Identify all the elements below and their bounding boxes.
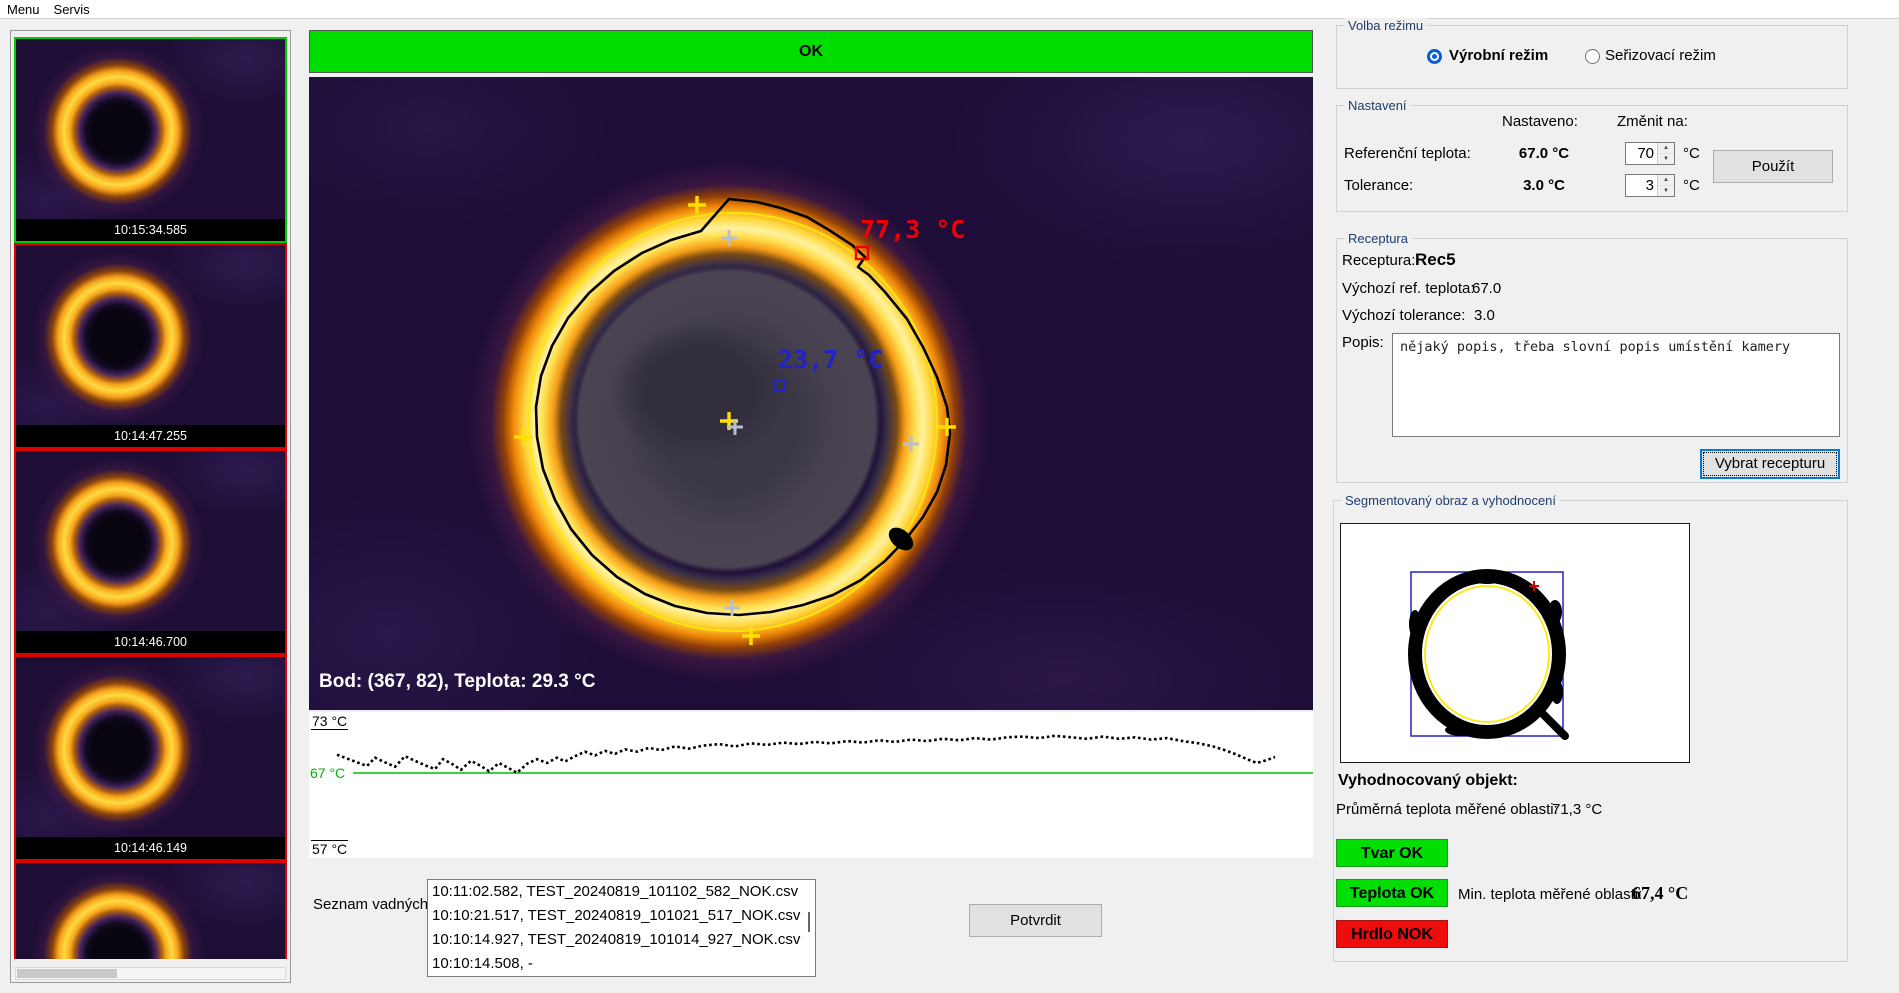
recipe-default-tol-label: Výchozí tolerance:: [1342, 307, 1465, 324]
thermal-thumbnail-image: [16, 451, 285, 631]
detected-contour: [536, 199, 950, 615]
select-recipe-button[interactable]: Vybrat recepturu: [1700, 449, 1840, 479]
recipe-group-title: Receptura: [1344, 231, 1412, 246]
result-banner: OK: [309, 30, 1313, 73]
ring-bump: [1469, 572, 1505, 584]
ref-temperature-spinner-value[interactable]: 70: [1626, 143, 1657, 164]
chart-tick-reference: 67 °C: [309, 765, 346, 781]
min-temperature-label: Min. teplota měřené oblasti:: [1458, 886, 1642, 903]
radio-setup-mode-label: Seřizovací režim: [1605, 47, 1716, 64]
mode-group-title: Volba režimu: [1344, 18, 1427, 33]
defect-list-item[interactable]: 10:11:02.582, TEST_20240819_101102_582_N…: [428, 880, 815, 904]
thermal-image-view[interactable]: 77,3 °C 23,7 °C Bod: (367, 82), Teplota:…: [309, 77, 1313, 710]
temperature-profile-chart: 73 °C 67 °C 57 °C: [309, 712, 1313, 858]
status-badge-tvar-ok: Tvar OK: [1336, 839, 1448, 867]
settings-change-header: Změnit na:: [1617, 113, 1688, 130]
thumbnail-item[interactable]: 10:14:47.255: [14, 243, 287, 449]
status-badge-teplota-ok: Teplota OK: [1336, 879, 1448, 907]
spinner-arrows[interactable]: ▲▼: [1657, 143, 1674, 164]
settings-group-title: Nastavení: [1344, 98, 1411, 113]
listbox-scrollbar-thumb[interactable]: [808, 912, 810, 932]
chart-tick-top: 73 °C: [311, 713, 348, 730]
thumbnail-item[interactable]: 10:14:46.149: [14, 655, 287, 861]
avg-temperature-label: Průměrná teplota měřené oblasti:: [1336, 801, 1558, 818]
menu-bar: Menu Servis: [0, 0, 1899, 19]
spinner-up-icon[interactable]: ▲: [1658, 175, 1674, 186]
thermal-thumbnail-image: [16, 863, 285, 959]
defect-list-item[interactable]: 10:10:14.927, TEST_20240819_101014_927_N…: [428, 928, 815, 952]
defect-list-label: Seznam vadných:: [313, 896, 432, 913]
ref-temperature-unit: °C: [1683, 145, 1700, 162]
ring-tail: [1541, 712, 1565, 736]
ref-temperature-spinner[interactable]: 70 ▲▼: [1625, 142, 1675, 165]
segmented-ring: [1415, 576, 1559, 732]
temperature-profile-line: [337, 736, 1275, 773]
cold-point-temperature: 23,7 °C: [778, 345, 883, 374]
status-badge-hrdlo-nok: Hrdlo NOK: [1336, 920, 1448, 948]
ring-bump: [1409, 610, 1421, 638]
thermal-thumbnail-image: [16, 657, 285, 837]
radio-setup-mode[interactable]: [1585, 49, 1600, 64]
thumbnail-timestamp: 10:14:46.149: [16, 837, 285, 859]
avg-temperature-value: 71,3 °C: [1552, 801, 1602, 818]
defect-list-item[interactable]: 10:10:21.517, TEST_20240819_101021_517_N…: [428, 904, 815, 928]
thermal-overlay-graphics: [309, 77, 1313, 710]
ref-temperature-current: 67.0 °C: [1505, 145, 1583, 162]
thumbnail-timestamp: 10:15:34.585: [16, 219, 285, 241]
fitted-ellipse-small: [1425, 586, 1549, 722]
cold-point-marker: [775, 381, 784, 390]
thermal-thumbnail-image: [16, 245, 285, 425]
radio-production-mode[interactable]: [1427, 49, 1442, 64]
thumbnail-list: 10:15:34.585 10:14:47.255 10:14:46.700 1…: [11, 31, 290, 959]
hot-point-temperature: 77,3 °C: [860, 215, 965, 244]
sidebar-horizontal-scrollbar[interactable]: [15, 967, 286, 980]
thermal-thumbnail-image: [16, 39, 285, 219]
menu-item-servis[interactable]: Servis: [47, 2, 97, 17]
chart-tick-bottom: 57 °C: [311, 840, 348, 857]
spinner-up-icon[interactable]: ▲: [1658, 143, 1674, 154]
recipe-name-label: Receptura:: [1342, 252, 1415, 269]
scrollbar-thumb[interactable]: [17, 969, 117, 978]
defect-list-item[interactable]: 10:10:14.090, -: [428, 976, 815, 977]
tolerance-label: Tolerance:: [1344, 177, 1413, 194]
min-temperature-value: 67,4 °C: [1632, 883, 1688, 904]
thumbnail-sidebar: 10:15:34.585 10:14:47.255 10:14:46.700 1…: [10, 30, 291, 983]
defect-list-item[interactable]: 10:10:14.508, -: [428, 952, 815, 976]
spinner-down-icon[interactable]: ▼: [1658, 186, 1674, 196]
ref-temperature-label: Referenční teplota:: [1344, 145, 1471, 162]
thumbnail-timestamp: 10:14:47.255: [16, 425, 285, 447]
thumbnail-item[interactable]: 10:14:46.700: [14, 449, 287, 655]
ring-bump: [1548, 600, 1562, 624]
thumbnail-item[interactable]: [14, 861, 287, 959]
defect-listbox[interactable]: 10:11:02.582, TEST_20240819_101102_582_N…: [427, 879, 816, 977]
cursor-temperature-status: Bod: (367, 82), Teplota: 29.3 °C: [319, 671, 595, 693]
thumbnail-timestamp: 10:14:46.700: [16, 631, 285, 653]
tolerance-current: 3.0 °C: [1505, 177, 1583, 194]
recipe-name: Rec5: [1415, 250, 1456, 270]
menu-item-menu[interactable]: Menu: [0, 2, 47, 17]
settings-current-header: Nastaveno:: [1502, 113, 1578, 130]
thumbnail-item[interactable]: 10:15:34.585: [14, 37, 287, 243]
evaluation-group-title: Segmentovaný obraz a vyhodnocení: [1341, 493, 1560, 508]
radio-production-mode-label: Výrobní režim: [1449, 47, 1548, 64]
recipe-description-label: Popis:: [1342, 334, 1384, 351]
apply-button[interactable]: Použít: [1713, 150, 1833, 183]
spinner-arrows[interactable]: ▲▼: [1657, 175, 1674, 196]
recipe-default-ref-value: 67.0: [1472, 280, 1501, 297]
tolerance-spinner[interactable]: 3 ▲▼: [1625, 174, 1675, 197]
recipe-description-field[interactable]: nějaký popis, třeba slovní popis umístěn…: [1392, 333, 1840, 437]
confirm-button[interactable]: Potvrdit: [969, 904, 1102, 937]
ring-bump: [1445, 724, 1477, 736]
evaluated-object-header: Vyhodnocovaný objekt:: [1338, 772, 1518, 790]
recipe-default-ref-label: Výchozí ref. teplota:: [1342, 280, 1475, 297]
ring-bump: [1551, 680, 1563, 704]
tolerance-spinner-value[interactable]: 3: [1626, 175, 1657, 196]
spinner-down-icon[interactable]: ▼: [1658, 154, 1674, 164]
contour-defect-blob: [884, 523, 917, 555]
recipe-default-tol-value: 3.0: [1474, 307, 1495, 324]
segmented-image-view: [1340, 523, 1690, 763]
tolerance-unit: °C: [1683, 177, 1700, 194]
